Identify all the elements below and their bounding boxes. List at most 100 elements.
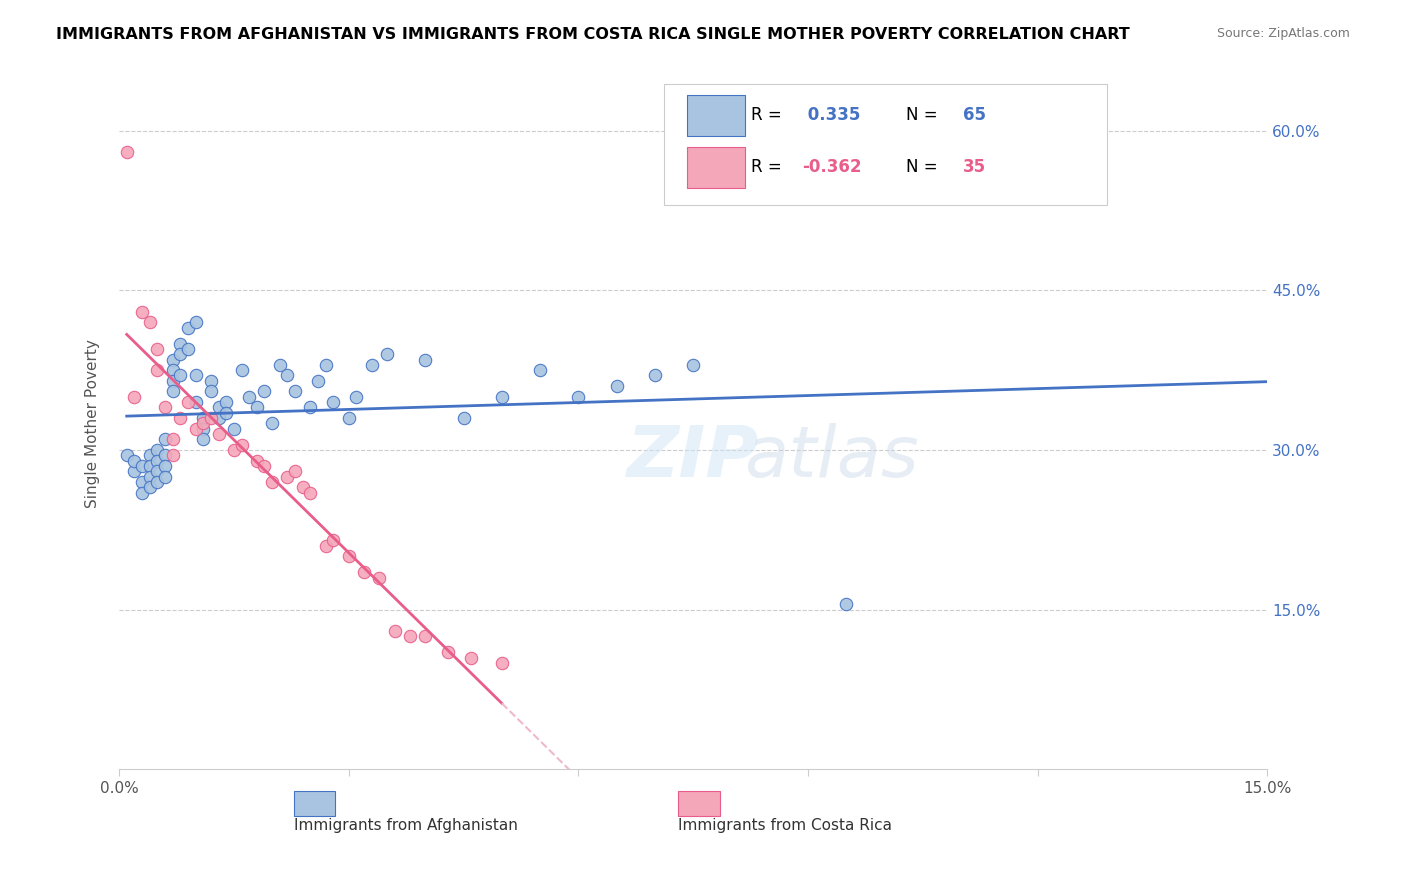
Point: [567, 390, 589, 404]
Point: [491, 390, 513, 404]
Point: [193, 433, 215, 447]
Point: [529, 363, 551, 377]
Point: [413, 352, 436, 367]
Point: [453, 411, 475, 425]
Point: [207, 401, 229, 415]
Point: [291, 480, 314, 494]
Point: [131, 475, 153, 489]
Text: Immigrants from Costa Rica: Immigrants from Costa Rica: [678, 818, 891, 833]
Point: [193, 411, 215, 425]
Point: [177, 342, 200, 356]
Point: [322, 533, 344, 548]
Point: [337, 549, 360, 564]
Point: [193, 417, 215, 431]
Point: [682, 358, 704, 372]
FancyBboxPatch shape: [294, 791, 335, 816]
Point: [146, 453, 169, 467]
Point: [131, 485, 153, 500]
Point: [153, 469, 176, 483]
Point: [337, 411, 360, 425]
Point: [169, 347, 191, 361]
Point: [384, 624, 406, 638]
Point: [360, 358, 382, 372]
Point: [146, 475, 169, 489]
Point: [262, 417, 284, 431]
Y-axis label: Single Mother Poverty: Single Mother Poverty: [86, 339, 100, 508]
FancyBboxPatch shape: [688, 146, 745, 188]
Point: [262, 475, 284, 489]
Point: [131, 304, 153, 318]
Point: [253, 458, 276, 473]
Point: [413, 629, 436, 643]
Point: [131, 458, 153, 473]
Point: [606, 379, 628, 393]
Point: [162, 448, 184, 462]
Text: R =: R =: [751, 106, 786, 125]
Point: [460, 650, 482, 665]
Point: [146, 442, 169, 457]
Point: [437, 645, 460, 659]
Point: [307, 374, 329, 388]
FancyBboxPatch shape: [665, 85, 1107, 205]
Point: [231, 363, 253, 377]
Point: [138, 458, 160, 473]
Text: ZIP: ZIP: [627, 424, 759, 492]
Point: [162, 433, 184, 447]
Point: [146, 363, 169, 377]
Point: [153, 448, 176, 462]
Point: [368, 571, 391, 585]
Point: [353, 566, 375, 580]
Point: [299, 401, 322, 415]
Point: [184, 315, 207, 329]
Point: [153, 433, 176, 447]
Point: [222, 422, 245, 436]
Text: R =: R =: [751, 159, 786, 177]
Point: [169, 368, 191, 383]
Point: [138, 448, 160, 462]
Point: [146, 342, 169, 356]
Point: [193, 422, 215, 436]
Text: IMMIGRANTS FROM AFGHANISTAN VS IMMIGRANTS FROM COSTA RICA SINGLE MOTHER POVERTY : IMMIGRANTS FROM AFGHANISTAN VS IMMIGRANT…: [56, 27, 1130, 42]
Point: [231, 438, 253, 452]
Point: [276, 368, 298, 383]
Text: N =: N =: [905, 106, 942, 125]
Point: [399, 629, 422, 643]
Point: [284, 464, 307, 478]
Point: [238, 390, 260, 404]
Point: [162, 363, 184, 377]
Point: [375, 347, 398, 361]
Point: [115, 145, 138, 159]
Point: [207, 427, 229, 442]
Text: Source: ZipAtlas.com: Source: ZipAtlas.com: [1216, 27, 1350, 40]
Point: [184, 395, 207, 409]
Point: [146, 464, 169, 478]
Point: [177, 395, 200, 409]
Point: [222, 442, 245, 457]
Point: [115, 448, 138, 462]
Point: [322, 395, 344, 409]
Point: [162, 352, 184, 367]
Point: [153, 458, 176, 473]
Point: [491, 656, 513, 670]
Point: [284, 384, 307, 399]
Point: [138, 469, 160, 483]
Text: 35: 35: [963, 159, 986, 177]
Text: N =: N =: [905, 159, 942, 177]
Point: [184, 368, 207, 383]
Text: -0.362: -0.362: [803, 159, 862, 177]
Point: [200, 374, 222, 388]
Point: [276, 469, 298, 483]
Point: [299, 485, 322, 500]
Point: [184, 422, 207, 436]
Point: [215, 395, 238, 409]
Text: 0.335: 0.335: [803, 106, 860, 125]
Point: [153, 401, 176, 415]
Point: [138, 480, 160, 494]
Point: [315, 539, 337, 553]
Point: [124, 390, 146, 404]
Point: [138, 315, 160, 329]
Point: [246, 401, 269, 415]
Point: [162, 384, 184, 399]
Text: Immigrants from Afghanistan: Immigrants from Afghanistan: [294, 818, 517, 833]
Point: [200, 384, 222, 399]
